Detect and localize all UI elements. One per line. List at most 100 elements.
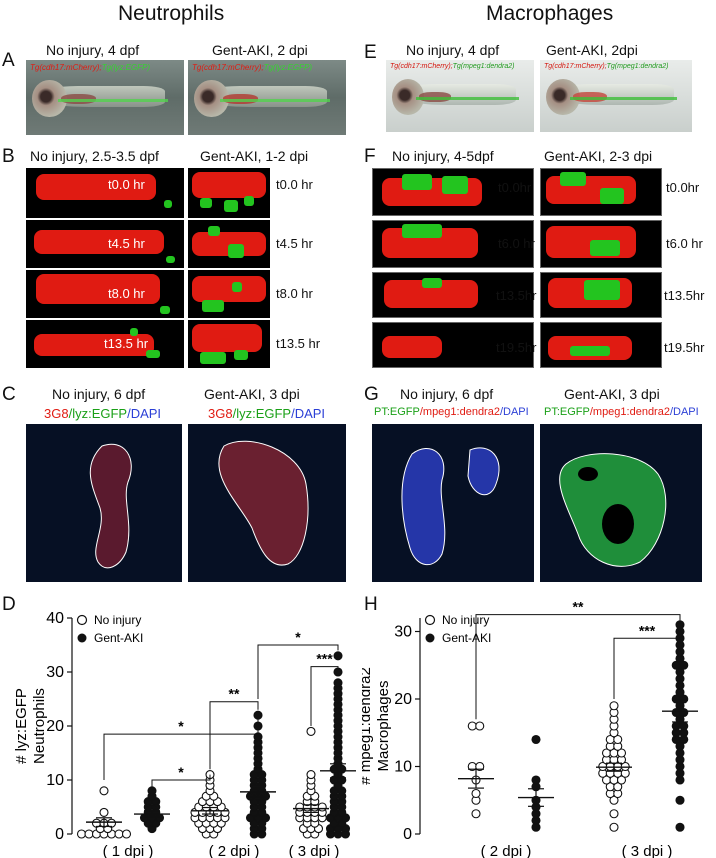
significance-label: *** — [639, 622, 656, 638]
x-category-label: ( 3 dpi ) — [622, 843, 673, 858]
significance-label: * — [295, 629, 301, 645]
data-point-no-injury — [609, 701, 619, 711]
panel-g-image-gent-aki — [540, 424, 702, 582]
panel-e-left-caption: No injury, 4 dpf — [406, 42, 500, 58]
panel-b-tile — [26, 270, 184, 318]
data-point-gent-aki — [675, 795, 685, 805]
panel-f-tile — [540, 220, 662, 268]
transgene-green-label: Tg(mpeg1:dendra2) — [606, 63, 669, 70]
data-point-gent-aki — [675, 741, 685, 751]
data-point-no-injury — [99, 807, 109, 817]
panel-f-left-time: t0.0hr — [498, 180, 532, 195]
x-category-label: ( 3 dpi ) — [289, 843, 340, 858]
panel-letter-f: F — [364, 146, 376, 167]
transgene-green-label: Tg(mpeg1:dendra2) — [452, 63, 515, 70]
panel-b-left-time: t0.0 hr — [108, 177, 145, 192]
panel-g-right-caption: Gent-AKI, 3 dpi — [564, 386, 660, 402]
significance-label: *** — [316, 651, 333, 667]
panel-g-stain-legend: PT:EGFP/mpeg1:dendra2/DAPI — [374, 406, 529, 418]
significance-bracket — [475, 614, 681, 720]
panel-c-image-no-injury — [26, 424, 182, 582]
significance-bracket — [310, 666, 339, 726]
data-point-no-injury — [106, 818, 117, 828]
panel-c-right-caption: Gent-AKI, 3 dpi — [204, 386, 300, 402]
legend-marker-no-injury — [76, 614, 88, 626]
panel-g-left-caption: No injury, 6 dpf — [400, 386, 494, 402]
data-point-no-injury — [317, 802, 327, 812]
significance-bracket — [209, 701, 259, 770]
panel-letter-a: A — [2, 50, 15, 71]
data-point-gent-aki — [333, 651, 343, 661]
panel-b-left-time: t8.0 hr — [108, 286, 145, 301]
panel-a-fish-gent-aki: Tg(cdh17:mCherry);Tg(lyz:EGFP) — [188, 60, 346, 135]
panel-e-right-caption: Gent-AKI, 2dpi — [546, 42, 638, 58]
data-point-no-injury — [475, 721, 485, 731]
data-point-no-injury — [471, 788, 481, 799]
y-tick-label: 20 — [46, 718, 64, 735]
panel-g-image-no-injury — [372, 424, 534, 582]
legend-label: Gent-AKI — [442, 631, 491, 645]
y-axis-label: Macrophages — [375, 681, 392, 772]
data-point-no-injury — [114, 829, 124, 839]
panel-letter-b: B — [2, 146, 15, 167]
data-point-no-injury — [99, 786, 109, 796]
legend-marker-gent-aki — [425, 633, 435, 643]
data-point-no-injury — [613, 734, 623, 745]
y-axis-label: # mpeg1:dendra2 — [362, 667, 374, 785]
panel-letter-g: G — [364, 384, 379, 405]
data-point-gent-aki — [675, 620, 685, 630]
panel-letter-h: H — [364, 594, 378, 615]
data-point-no-injury — [616, 748, 627, 758]
panel-letter-c: C — [2, 384, 16, 405]
transgene-green-label: Tg(lyz:EGFP) — [101, 63, 151, 72]
panel-f-tile — [540, 168, 662, 216]
panel-f-tile — [372, 272, 534, 318]
panel-f-tile — [540, 272, 662, 318]
legend-label: Gent-AKI — [94, 631, 143, 645]
legend-label: No injury — [442, 613, 489, 627]
panel-b-left-time: t4.5 hr — [108, 236, 145, 251]
panel-c-stain-legend: 3G8/lyz:EGFP/DAPI — [208, 406, 326, 421]
x-category-label: ( 2 dpi ) — [481, 843, 532, 858]
panel-e-fish-gent-aki: Tg(cdh17:mCherry);Tg(mpeg1:dendra2) — [540, 60, 692, 132]
panel-f-right-time: t6.0 hr — [666, 236, 703, 251]
macrophages-title: Macrophages — [486, 2, 614, 25]
panel-f-right-time: t19.5hr — [664, 340, 705, 355]
panel-b-tile — [188, 320, 270, 368]
panel-b-tile — [26, 168, 184, 218]
panel-b-tile — [26, 220, 184, 268]
data-point-no-injury — [295, 802, 305, 812]
panel-f-tile — [372, 220, 534, 268]
y-tick-label: 0 — [55, 826, 64, 843]
y-axis-label: Neutrophils — [31, 688, 48, 764]
panel-f-right-caption: Gent-AKI, 2-3 dpi — [544, 148, 653, 164]
panel-e-fish-no-injury: Tg(cdh17:mCherry);Tg(mpeg1:dendra2) — [386, 60, 534, 132]
panel-b-right-time: t4.5 hr — [276, 236, 313, 251]
data-point-gent-aki — [679, 694, 689, 704]
panel-f-tile — [372, 322, 534, 368]
panel-f-left-time: t13.5hr — [496, 288, 537, 303]
panel-b-left-caption: No injury, 2.5-3.5 dpf — [30, 148, 159, 164]
panel-f-right-time: t13.5hr — [664, 288, 705, 303]
transgene-red-label: Tg(cdh17:mCherry); — [30, 63, 102, 72]
significance-label: ** — [573, 600, 584, 615]
x-category-label: ( 2 dpi ) — [209, 843, 260, 858]
panel-a-left-caption: No injury, 4 dpf — [46, 42, 140, 58]
panel-letter-e: E — [364, 42, 377, 63]
data-point-no-injury — [613, 782, 623, 792]
significance-bracket — [103, 712, 259, 780]
panel-c-stain-legend: 3G8/lyz:EGFP/DAPI — [44, 406, 162, 421]
data-point-no-injury — [609, 795, 619, 805]
panel-letter-d: D — [2, 594, 16, 615]
data-point-gent-aki — [675, 822, 685, 832]
data-point-no-injury — [84, 829, 94, 839]
transgene-red-label: Tg(cdh17:mCherry); — [192, 63, 264, 72]
panel-f-left-time: t19.5hr — [496, 340, 537, 355]
y-tick-label: 30 — [394, 624, 412, 641]
data-point-no-injury — [616, 775, 627, 785]
panel-b-right-time: t13.5 hr — [276, 336, 321, 351]
y-tick-label: 0 — [403, 826, 412, 843]
x-category-label: ( 1 dpi ) — [103, 843, 154, 858]
significance-label: * — [178, 718, 184, 734]
